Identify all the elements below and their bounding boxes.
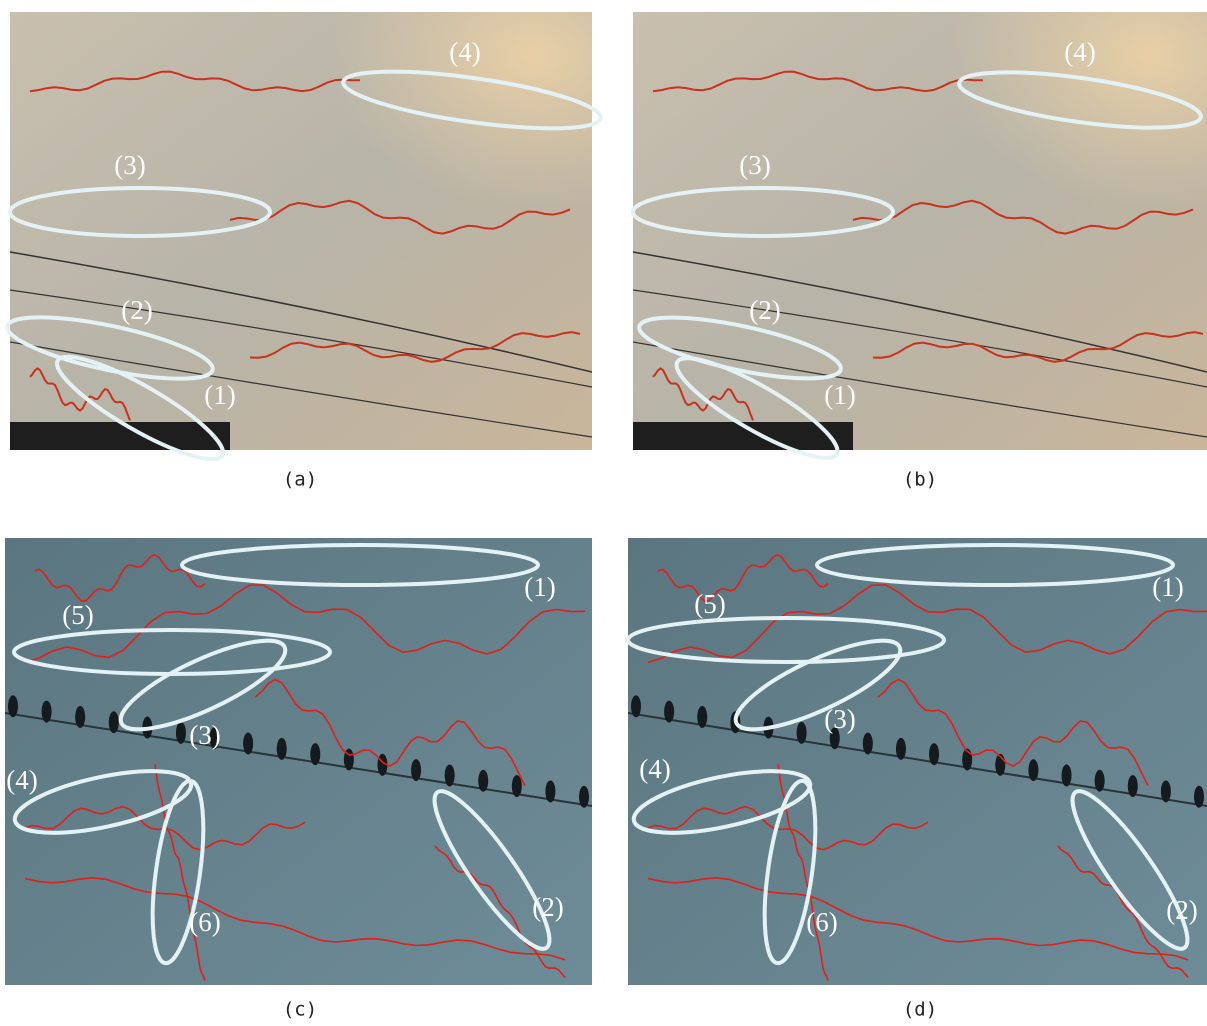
bird [243,733,253,755]
region-label: (1) [204,380,235,410]
region-label: (2) [749,295,780,325]
region-label: (2) [1166,895,1197,925]
region-label: (4) [449,37,480,67]
panel: (1) (2) (3) (4) (5) (6) (d) [628,538,1207,1021]
region-label: (3) [189,720,220,750]
bird [664,701,674,723]
figure: (1)(2)(3)(4)(a)(1)(2)(3)(4)(b)(1)(2)(3)(… [0,0,1207,1026]
bird [75,706,85,728]
cloud-glow [10,12,592,450]
region-label: (2) [532,892,563,922]
bird [896,738,906,760]
region-label: (6) [189,907,220,937]
region-label: (4) [639,754,670,784]
panel-image [633,12,1207,462]
bird [545,780,555,802]
region-label: (3) [824,704,855,734]
bird [478,770,488,792]
bird [1028,759,1038,781]
panel-caption: (d) [903,999,937,1021]
region-label: (4) [6,765,37,795]
bird [1194,786,1204,808]
region-label: (2) [121,295,152,325]
bird [310,743,320,765]
bird [42,701,52,723]
panel-image [10,12,592,462]
region-label: (1) [1152,572,1183,602]
bird [1062,764,1072,786]
panel-caption: (a) [283,469,317,491]
bird [109,711,119,733]
panel: (1) (2) (3) (4) (b) [633,12,1207,491]
region-label: (3) [739,150,770,180]
panel: (1) (2) (3) (4) (5) (6) (c) [5,538,592,1021]
bird [277,738,287,760]
region-label: (3) [114,150,145,180]
bird [512,775,522,797]
bird [1128,775,1138,797]
region-label: (1) [524,572,555,602]
bird [8,695,18,717]
panel: (1) (2) (3) (4) (a) [3,12,604,491]
bird [445,764,455,786]
bird [1161,780,1171,802]
bird [176,722,186,744]
bird [1095,770,1105,792]
bird [697,706,707,728]
region-label: (5) [62,600,93,630]
region-label: (1) [824,380,855,410]
bird [411,759,421,781]
region-label: (5) [694,589,725,619]
bird [863,733,873,755]
panel-caption: (c) [283,999,317,1021]
panel-caption: (b) [903,469,937,491]
bird [631,695,641,717]
region-label: (6) [806,907,837,937]
bird [797,722,807,744]
cloud-glow [633,12,1207,450]
region-label: (4) [1064,37,1095,67]
bird [579,786,589,808]
bird [929,743,939,765]
